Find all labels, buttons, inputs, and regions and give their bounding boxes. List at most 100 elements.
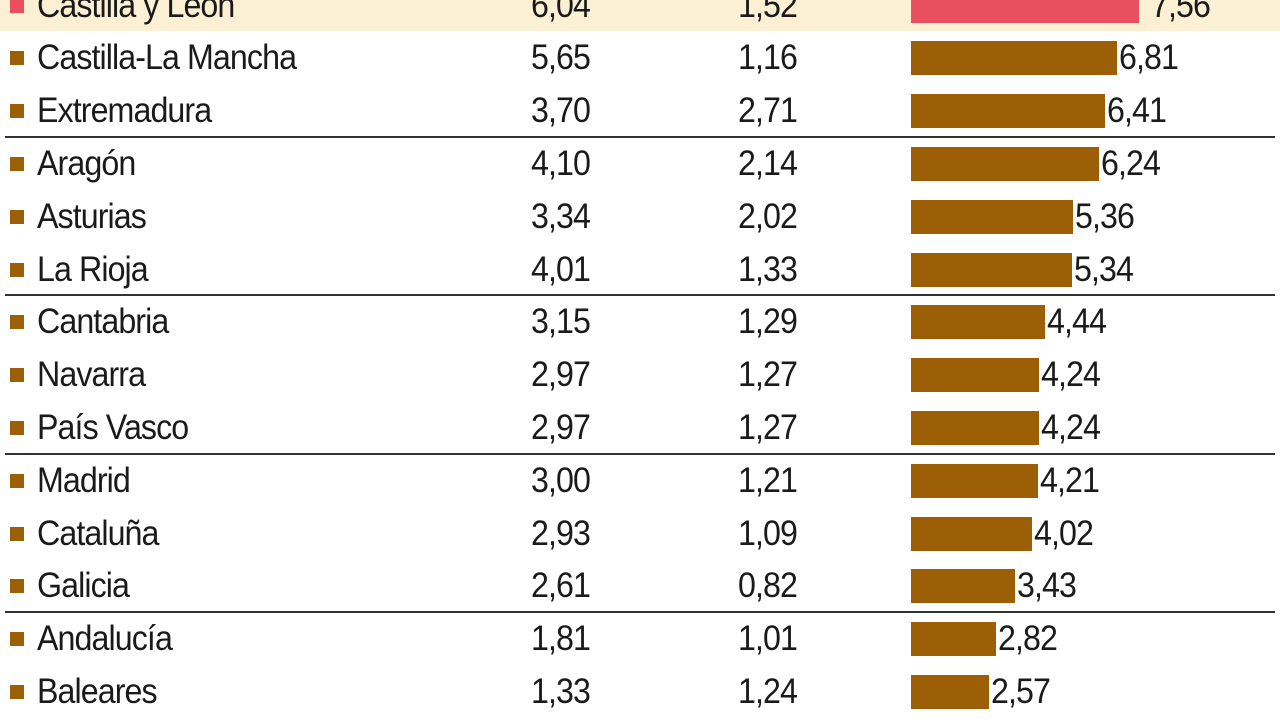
value-a: 3,70	[531, 91, 591, 131]
table-row: Galicia 2,61 0,82 3,43	[0, 559, 1280, 612]
table-row: Baleares 1,33 1,24 2,57	[0, 665, 1280, 718]
value-b: 2,14	[738, 144, 798, 183]
group-divider	[5, 294, 1275, 297]
legend-square-icon	[10, 262, 24, 277]
region-name: Navarra	[37, 355, 146, 395]
legend-square-icon	[10, 104, 24, 119]
value-a: 2,97	[531, 355, 591, 395]
legend-square-icon	[10, 157, 24, 171]
bar	[911, 41, 1117, 76]
value-a: 1,81	[531, 619, 591, 659]
legend-square-icon	[10, 526, 24, 541]
bar-total-label: 4,02	[1034, 513, 1094, 553]
legend-square-icon	[10, 579, 24, 594]
region-name: La Rioja	[37, 249, 149, 289]
value-a: 5,65	[531, 38, 591, 78]
value-b: 1,27	[738, 355, 798, 395]
region-name: Baleares	[37, 672, 158, 711]
region-name: País Vasco	[37, 408, 189, 447]
table-row: Asturias 3,34 2,02 5,36	[0, 190, 1280, 243]
bar	[911, 0, 1140, 23]
legend-square-icon	[10, 315, 24, 330]
value-a: 4,10	[531, 144, 591, 183]
legend-square-icon	[10, 209, 24, 224]
bar	[911, 675, 989, 709]
value-b: 1,01	[738, 619, 798, 659]
bar-total-label: 2,82	[998, 619, 1058, 659]
legend-square-icon	[10, 421, 24, 435]
bar	[911, 411, 1040, 445]
bar-total-label: 5,36	[1074, 196, 1135, 236]
value-b: 1,16	[738, 38, 798, 78]
table-row: La Rioja 4,01 1,33 5,34	[0, 243, 1280, 296]
group-divider	[5, 136, 1275, 138]
table-row: Castilla-La Mancha 5,65 1,16 6,81	[0, 31, 1280, 84]
value-a: 4,01	[531, 249, 591, 289]
value-b: 1,21	[738, 460, 798, 500]
value-b: 1,29	[738, 302, 798, 342]
value-a: 3,15	[531, 302, 591, 342]
legend-square-icon	[10, 685, 24, 699]
bar	[911, 463, 1039, 498]
bar	[911, 305, 1046, 340]
bar-total-label: 6,41	[1106, 91, 1167, 131]
region-name: Castilla y León	[37, 0, 235, 25]
region-name: Asturias	[37, 196, 147, 236]
bar	[911, 358, 1040, 393]
bar-total-label: 3,43	[1016, 566, 1077, 606]
bar-total-label: 4,44	[1047, 302, 1107, 342]
region-name: Cantabria	[37, 302, 169, 342]
legend-square-icon	[10, 0, 24, 13]
region-name: Aragón	[37, 144, 136, 183]
region-name: Cataluña	[37, 513, 159, 553]
legend-square-icon	[10, 632, 24, 647]
bar	[911, 147, 1100, 181]
value-b: 1,33	[738, 249, 798, 289]
legend-square-icon	[10, 473, 24, 488]
group-divider	[5, 452, 1275, 455]
bar-total-label: 7,56	[1151, 0, 1211, 25]
value-a: 2,61	[531, 566, 591, 606]
region-name: Castilla-La Mancha	[37, 38, 297, 78]
value-b: 1,27	[738, 408, 798, 447]
value-a: 2,97	[531, 408, 591, 447]
bar-total-label: 4,24	[1041, 355, 1101, 395]
bar-total-label: 5,34	[1074, 249, 1134, 289]
table-row: Cataluña 2,93 1,09 4,02	[0, 507, 1280, 560]
value-a: 3,34	[531, 196, 591, 236]
region-name: Andalucía	[37, 619, 173, 659]
region-name: Galicia	[37, 566, 130, 606]
bar-total-label: 4,21	[1040, 460, 1100, 500]
bar-total-label: 2,57	[990, 672, 1051, 711]
value-b: 1,24	[738, 672, 798, 711]
bar-total-label: 4,24	[1041, 408, 1101, 447]
table-row: Cantabria 3,15 1,29 4,44	[0, 295, 1280, 348]
bar	[911, 199, 1073, 234]
value-b: 2,71	[738, 91, 798, 131]
table-row: Extremadura 3,70 2,71 6,41	[0, 84, 1280, 137]
table-row: Castilla y León 6,04 1,52 7,56	[0, 0, 1280, 32]
bar	[911, 252, 1073, 287]
value-a: 6,04	[531, 0, 591, 25]
value-a: 3,00	[531, 460, 591, 500]
table-row: País Vasco 2,97 1,27 4,24	[0, 401, 1280, 454]
bar	[911, 94, 1105, 129]
value-b: 2,02	[738, 196, 798, 236]
bar-total-label: 6,81	[1118, 38, 1179, 78]
value-b: 1,09	[738, 513, 798, 553]
table-row: Andalucía 1,81 1,01 2,82	[0, 612, 1280, 665]
bar	[911, 569, 1015, 604]
value-b: 0,82	[738, 566, 798, 606]
bar	[911, 516, 1033, 551]
table-row: Aragón 4,10 2,14 6,24	[0, 137, 1280, 190]
group-divider	[5, 611, 1275, 614]
region-name: Extremadura	[37, 91, 212, 131]
legend-square-icon	[10, 368, 24, 383]
value-a: 2,93	[531, 513, 591, 553]
legend-square-icon	[10, 51, 24, 66]
bar-total-label: 6,24	[1101, 144, 1161, 183]
value-b: 1,52	[738, 0, 798, 25]
region-name: Madrid	[37, 460, 131, 500]
table-row: Navarra 2,97 1,27 4,24	[0, 348, 1280, 401]
bar	[911, 622, 997, 657]
